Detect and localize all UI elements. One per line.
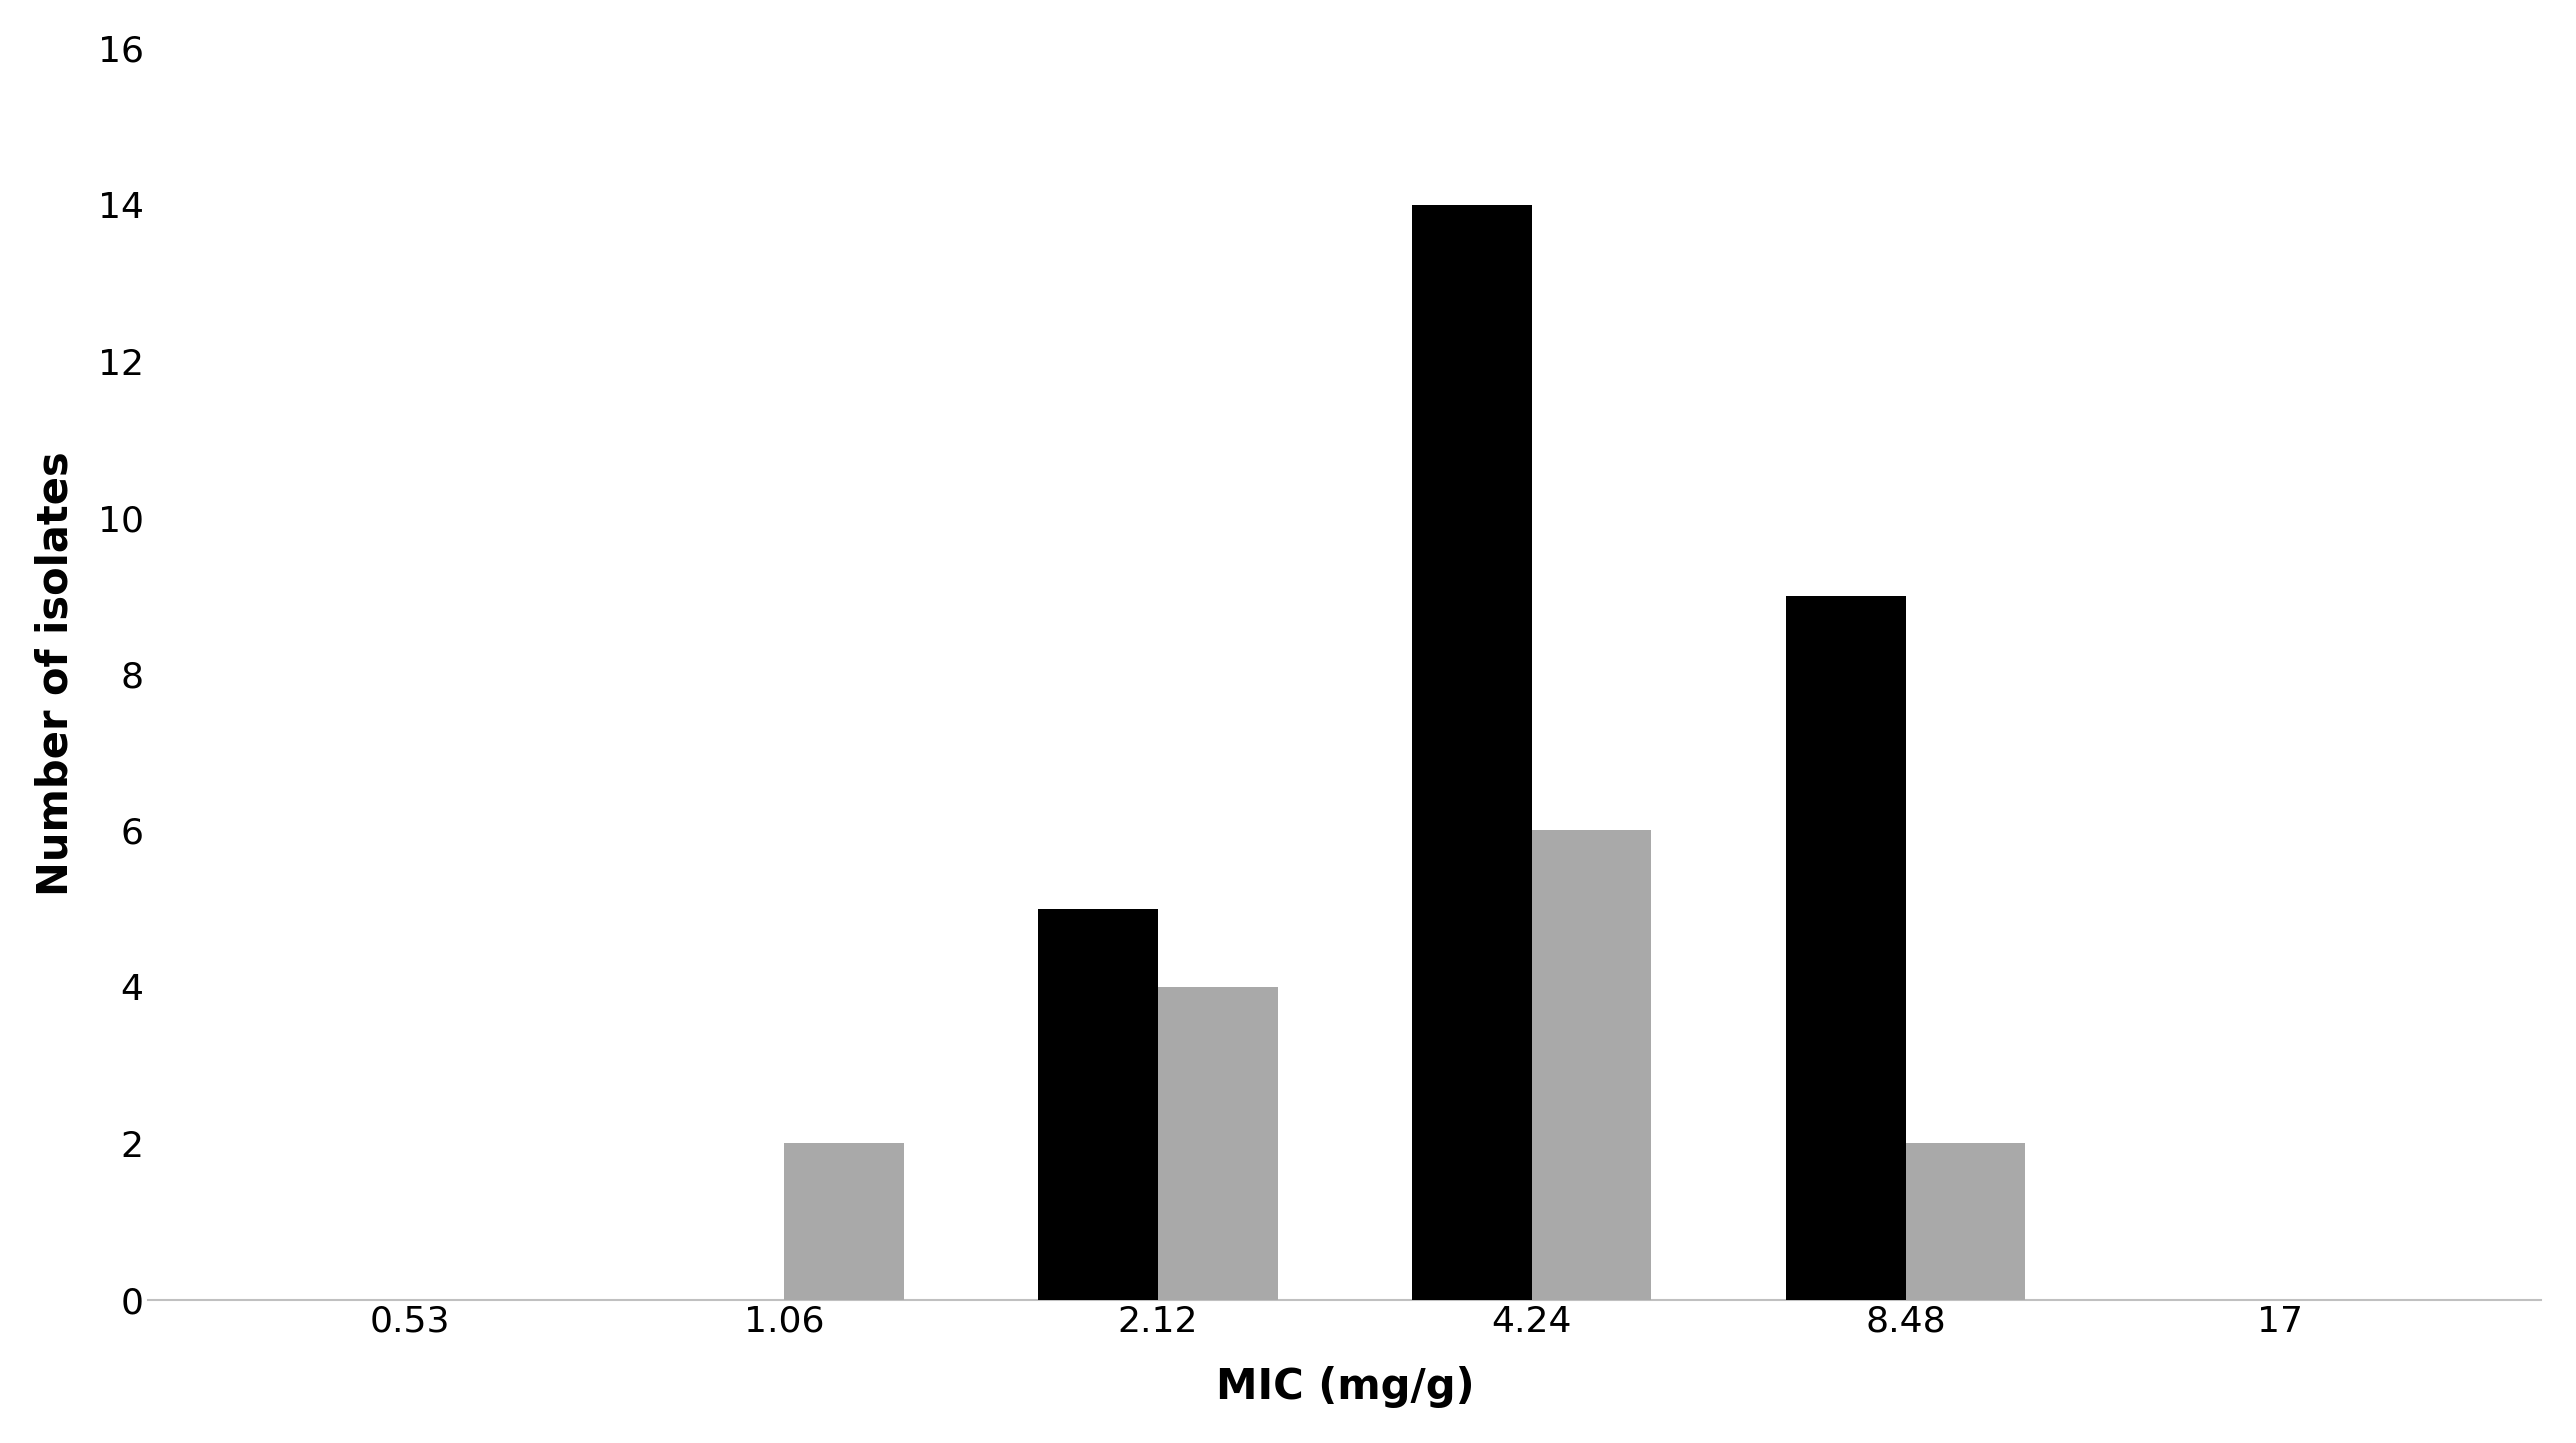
Bar bbox=[1906, 1143, 2025, 1300]
Bar bbox=[1038, 909, 1157, 1300]
Y-axis label: Number of isolates: Number of isolates bbox=[33, 452, 77, 896]
Bar bbox=[1412, 205, 1533, 1300]
X-axis label: MIC (mg/g): MIC (mg/g) bbox=[1216, 1367, 1473, 1408]
Bar bbox=[1785, 596, 1906, 1300]
Bar bbox=[783, 1143, 904, 1300]
Bar bbox=[1533, 830, 1651, 1300]
Bar bbox=[1157, 987, 1278, 1300]
